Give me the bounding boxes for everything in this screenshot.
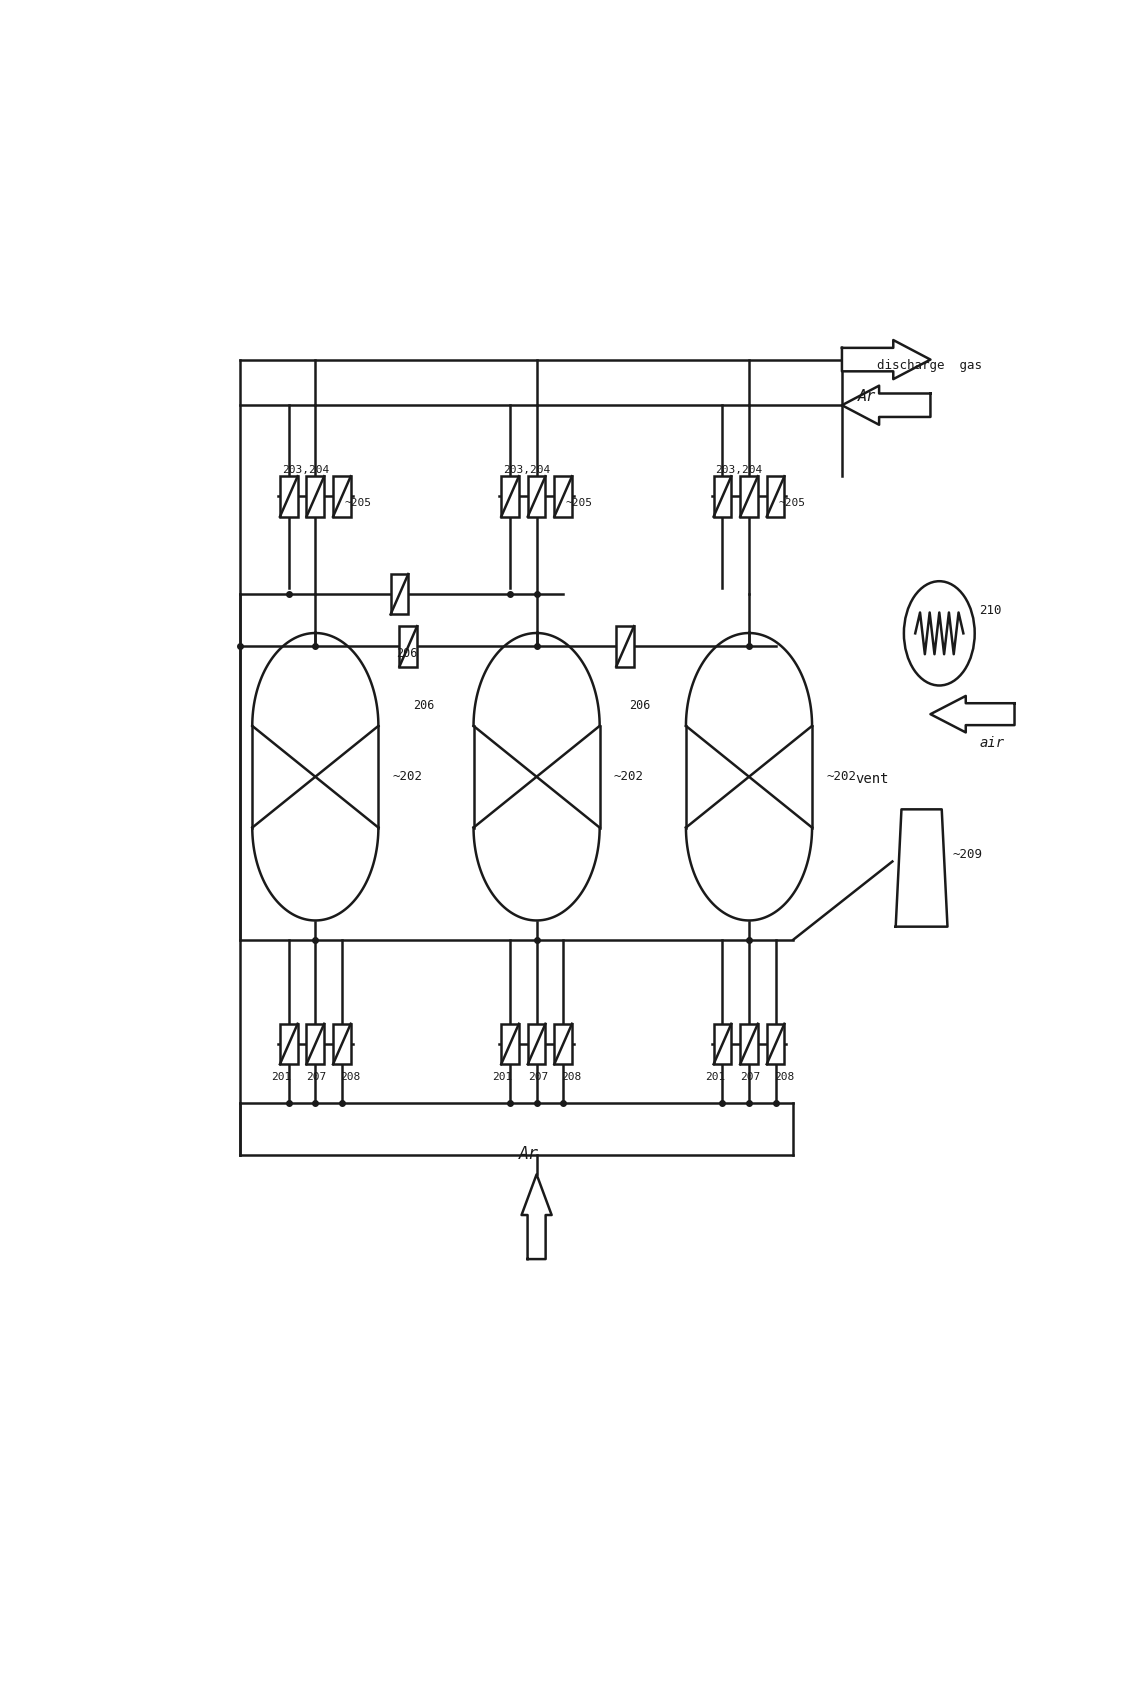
Text: ~205: ~205: [345, 498, 371, 508]
Text: ~209: ~209: [952, 848, 982, 860]
Polygon shape: [842, 340, 931, 379]
Polygon shape: [522, 1175, 552, 1260]
Text: 208: 208: [562, 1072, 581, 1082]
Text: 206: 206: [396, 647, 417, 660]
Text: ~202: ~202: [826, 770, 856, 784]
Bar: [501, 476, 518, 516]
Text: Ar: Ar: [518, 1144, 539, 1163]
Bar: [617, 626, 634, 667]
Text: discharge  gas: discharge gas: [877, 359, 982, 372]
Bar: [400, 626, 417, 667]
Bar: [766, 476, 785, 516]
Text: 201: 201: [705, 1072, 725, 1082]
Bar: [391, 574, 409, 615]
Text: 206: 206: [629, 699, 651, 713]
Bar: [528, 476, 546, 516]
Text: 207: 207: [528, 1072, 548, 1082]
Text: 203,204: 203,204: [282, 466, 329, 476]
Text: ~205: ~205: [565, 498, 593, 508]
Text: ~202: ~202: [393, 770, 423, 784]
Bar: [740, 476, 758, 516]
Bar: [306, 1024, 324, 1065]
Bar: [714, 476, 731, 516]
Bar: [280, 1024, 298, 1065]
Text: 203,204: 203,204: [715, 466, 763, 476]
Bar: [714, 1024, 731, 1065]
Text: ~202: ~202: [613, 770, 644, 784]
Text: 208: 208: [774, 1072, 794, 1082]
Text: Ar: Ar: [858, 389, 876, 405]
Text: 203,204: 203,204: [502, 466, 550, 476]
Circle shape: [904, 581, 975, 686]
Bar: [501, 1024, 518, 1065]
Text: 201: 201: [271, 1072, 291, 1082]
Bar: [306, 476, 324, 516]
Bar: [528, 1024, 546, 1065]
Bar: [333, 476, 351, 516]
Text: 210: 210: [979, 604, 1002, 616]
Polygon shape: [931, 696, 1014, 733]
Polygon shape: [895, 809, 948, 926]
Bar: [333, 1024, 351, 1065]
Text: 201: 201: [492, 1072, 513, 1082]
Text: air: air: [979, 736, 1004, 750]
Text: 206: 206: [412, 699, 434, 713]
Text: 207: 207: [306, 1072, 327, 1082]
Text: vent: vent: [855, 772, 888, 786]
Bar: [280, 476, 298, 516]
Bar: [740, 1024, 758, 1065]
Bar: [766, 1024, 785, 1065]
Bar: [554, 1024, 572, 1065]
Text: 207: 207: [740, 1072, 761, 1082]
Text: 208: 208: [340, 1072, 361, 1082]
Polygon shape: [842, 386, 931, 425]
Text: ~205: ~205: [778, 498, 805, 508]
Bar: [554, 476, 572, 516]
